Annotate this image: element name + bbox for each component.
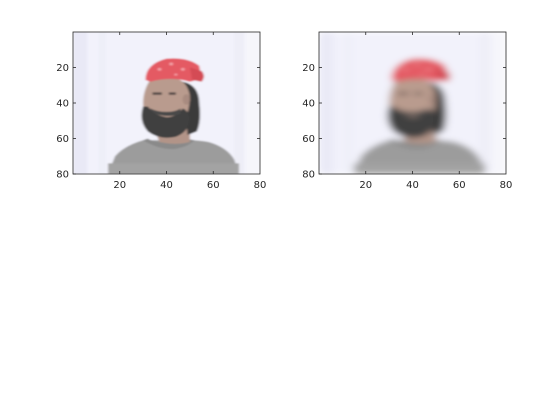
- left-y-tick-60: 60: [56, 134, 69, 145]
- right-y-ticks: [319, 67, 506, 175]
- left-panel: 20 40 60 80 20 40 60 80: [56, 31, 267, 191]
- right-y-tick-40: 40: [302, 99, 315, 110]
- right-x-tick-60: 60: [453, 180, 466, 191]
- left-y-tick-40: 40: [56, 99, 69, 110]
- left-x-tick-20: 20: [113, 180, 126, 191]
- right-x-tick-80: 80: [500, 180, 513, 191]
- right-x-tick-20: 20: [359, 180, 372, 191]
- left-x-tick-60: 60: [207, 180, 220, 191]
- right-y-tick-80: 80: [302, 170, 315, 181]
- left-x-ticks: [119, 32, 214, 174]
- right-panel: 20 40 60 80 20 40 60 80: [302, 31, 513, 191]
- right-image: [319, 32, 506, 174]
- right-x-tick-40: 40: [406, 180, 419, 191]
- left-x-tick-80: 80: [254, 180, 267, 191]
- left-y-ticks: [73, 67, 260, 175]
- right-y-tick-60: 60: [302, 134, 315, 145]
- left-y-tick-80: 80: [56, 170, 69, 181]
- right-y-tick-20: 20: [302, 63, 315, 74]
- left-x-tick-40: 40: [160, 180, 173, 191]
- right-x-ticks: [365, 32, 460, 174]
- left-image: [73, 32, 260, 174]
- left-y-tick-20: 20: [56, 63, 69, 74]
